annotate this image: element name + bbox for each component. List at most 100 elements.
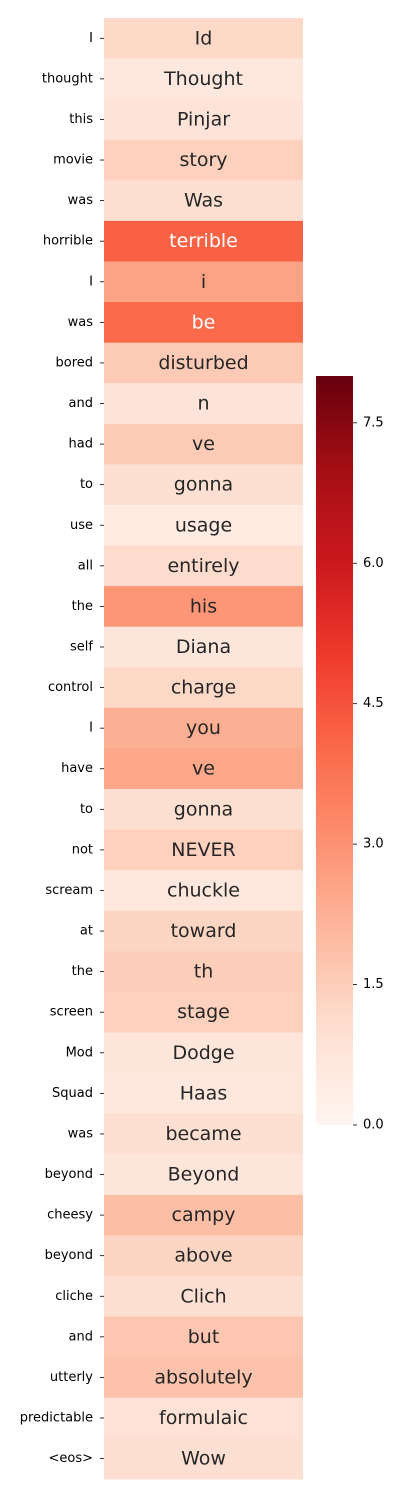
y-tick-label: Squad xyxy=(52,1086,93,1101)
cell-label: you xyxy=(186,717,221,739)
colorbar-tick-label: 4.5 xyxy=(363,696,384,711)
heatmap-cell xyxy=(104,1073,303,1115)
heatmap-cell xyxy=(104,789,303,831)
y-tick-label: scream xyxy=(45,883,93,898)
y-tick-label: was xyxy=(68,1126,94,1141)
heatmap-cell xyxy=(104,99,303,141)
heatmap-cell xyxy=(104,626,303,668)
heatmap-cell xyxy=(104,1438,303,1480)
heatmap-cell xyxy=(104,1397,303,1439)
cell-label: story xyxy=(179,149,227,171)
colorbar-tick-label: 6.0 xyxy=(363,556,384,571)
heatmap-cell xyxy=(104,870,303,912)
heatmap-cell xyxy=(104,1275,303,1318)
cell-label: entirely xyxy=(167,555,239,577)
heatmap-cell xyxy=(104,991,303,1034)
y-tick-label: the xyxy=(72,964,93,979)
heatmap-cell xyxy=(104,1154,303,1196)
heatmap-cell xyxy=(104,586,303,628)
heatmap-cell xyxy=(104,464,303,506)
cell-label: Haas xyxy=(180,1082,227,1104)
heatmap-cell xyxy=(104,1235,303,1277)
cell-label: usage xyxy=(175,514,232,536)
cell-label: Thought xyxy=(163,68,243,90)
heatmap-cell xyxy=(104,829,303,871)
heatmap-cell xyxy=(104,302,303,344)
y-tick-label: to xyxy=(80,477,93,492)
y-tick-label: have xyxy=(61,761,93,776)
heatmap-cell xyxy=(104,383,303,425)
heatmap-cell xyxy=(104,1316,303,1358)
colorbar-gradient xyxy=(316,376,353,1125)
heatmap-cell xyxy=(104,951,303,993)
cell-label: Dodge xyxy=(172,1042,234,1064)
y-tick-label: the xyxy=(72,599,93,614)
colorbar-tick-label: 1.5 xyxy=(363,977,384,992)
y-tick-label: cheesy xyxy=(47,1208,93,1223)
y-tick-label: this xyxy=(69,112,93,127)
cell-label: gonna xyxy=(174,474,233,496)
y-tick-label: and xyxy=(69,1329,93,1344)
cell-label: Diana xyxy=(176,636,231,658)
cell-label: gonna xyxy=(174,798,233,820)
heatmap-rows: I Id thought Thought this Pinjar movie story was… xyxy=(20,18,303,1480)
y-tick-label: was xyxy=(68,315,94,330)
heatmap-cell xyxy=(104,220,303,263)
heatmap-cell xyxy=(104,1113,303,1155)
y-tick-label: bored xyxy=(55,355,93,370)
y-tick-label: use xyxy=(70,518,93,533)
heatmap-cell xyxy=(104,261,303,303)
cell-label: toward xyxy=(171,920,237,942)
cell-label: Wow xyxy=(181,1448,226,1470)
cell-label: ve xyxy=(192,758,215,780)
cell-label: Clich xyxy=(180,1285,226,1307)
cell-label: NEVER xyxy=(171,839,235,861)
heatmap-cell xyxy=(104,707,303,750)
y-tick-label: I xyxy=(89,721,93,736)
y-tick-label: self xyxy=(70,639,93,654)
cell-label: above xyxy=(174,1245,232,1267)
colorbar-tick-label: 7.5 xyxy=(363,415,384,430)
cell-label: terrible xyxy=(169,230,238,252)
cell-label: th xyxy=(194,961,214,983)
y-tick-label: Mod xyxy=(66,1045,93,1060)
cell-label: formulaic xyxy=(159,1407,248,1429)
cell-label: n xyxy=(197,393,209,415)
heatmap-cell xyxy=(104,748,303,790)
heatmap-cell xyxy=(104,180,303,222)
y-tick-label: beyond xyxy=(45,1248,93,1263)
cell-label: chuckle xyxy=(167,879,240,901)
cell-label: be xyxy=(192,311,216,333)
heatmap-cell xyxy=(104,545,303,587)
y-tick-label: <eos> xyxy=(48,1451,93,1466)
y-tick-label: utterly xyxy=(50,1370,93,1385)
y-tick-label: thought xyxy=(42,71,93,86)
cell-label: i xyxy=(201,271,206,293)
y-tick-label: at xyxy=(80,924,93,939)
cell-label: absolutely xyxy=(154,1366,252,1388)
heatmap-cell xyxy=(104,1357,303,1399)
y-tick-label: control xyxy=(48,680,93,695)
heatmap-cell xyxy=(104,1194,303,1236)
y-tick-label: not xyxy=(72,842,93,857)
colorbar: 0.0 1.5 3.0 4.5 6.0 7.5 xyxy=(316,376,384,1133)
cell-label: stage xyxy=(177,1001,230,1023)
colorbar-tick-label: 0.0 xyxy=(363,1118,384,1133)
heatmap-cell xyxy=(104,910,303,952)
cell-label: his xyxy=(190,595,217,617)
heatmap-cell xyxy=(104,1032,303,1074)
heatmap-cell xyxy=(104,504,303,547)
y-tick-label: predictable xyxy=(20,1411,93,1426)
cell-label: charge xyxy=(171,677,236,699)
cell-label: ve xyxy=(192,433,215,455)
y-tick-label: horrible xyxy=(43,234,93,249)
y-tick-label: had xyxy=(69,437,93,452)
heatmap-cell xyxy=(104,58,303,100)
y-tick-label: was xyxy=(68,193,94,208)
y-tick-label: movie xyxy=(53,153,93,168)
y-tick-label: beyond xyxy=(45,1167,93,1182)
cell-label: but xyxy=(188,1326,220,1348)
y-tick-label: screen xyxy=(50,1005,93,1020)
cell-label: became xyxy=(165,1123,241,1145)
